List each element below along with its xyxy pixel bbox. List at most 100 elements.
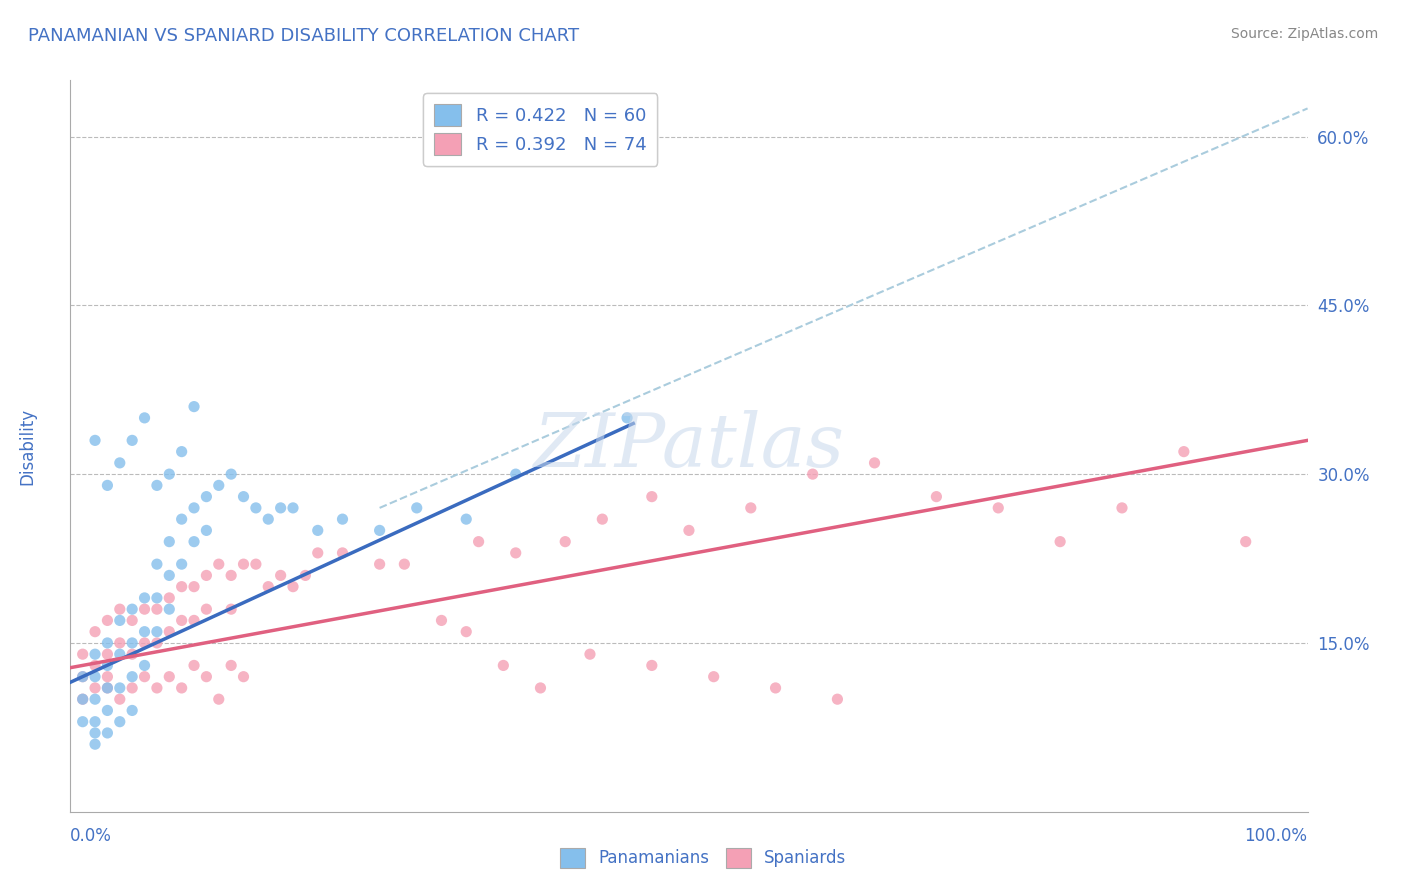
Point [121,681,143,695]
Point [740,500,762,515]
Point [270,568,292,582]
Point [108,456,131,470]
Point [641,490,664,504]
Point [765,681,787,695]
Point [1234,534,1257,549]
Point [146,636,169,650]
Point [96,670,118,684]
Point [430,614,453,628]
Point [270,500,292,515]
Point [108,692,131,706]
Point [96,636,118,650]
Point [84,714,107,729]
Point [96,681,118,695]
Point [72,647,94,661]
Point [72,692,94,706]
Text: 0.0%: 0.0% [70,827,112,845]
Point [72,692,94,706]
Point [257,580,280,594]
Point [157,602,180,616]
Point [121,647,143,661]
Point [591,512,613,526]
Text: Disability: Disability [18,408,37,484]
Point [394,557,416,571]
Point [84,670,107,684]
Point [456,624,478,639]
Legend: R = 0.422   N = 60, R = 0.392   N = 74: R = 0.422 N = 60, R = 0.392 N = 74 [423,93,658,166]
Point [84,681,107,695]
Point [208,557,231,571]
Point [96,726,118,740]
Point [157,534,180,549]
Point [108,602,131,616]
Point [84,737,107,751]
Point [801,467,824,482]
Point [219,467,242,482]
Point [281,500,304,515]
Point [157,467,180,482]
Point [72,670,94,684]
Point [170,580,193,594]
Point [121,636,143,650]
Point [84,434,107,448]
Text: Source: ZipAtlas.com: Source: ZipAtlas.com [1230,27,1378,41]
Point [456,512,478,526]
Point [96,647,118,661]
Point [332,512,354,526]
Point [96,478,118,492]
Point [108,681,131,695]
Point [157,568,180,582]
Point [84,692,107,706]
Point [108,714,131,729]
Point [505,467,527,482]
Point [195,490,218,504]
Point [554,534,576,549]
Point [84,658,107,673]
Point [134,636,156,650]
Point [121,434,143,448]
Point [146,591,169,605]
Point [987,500,1010,515]
Point [245,557,267,571]
Point [170,681,193,695]
Point [1049,534,1071,549]
Point [134,624,156,639]
Point [170,614,193,628]
Point [134,670,156,684]
Point [183,614,205,628]
Point [219,658,242,673]
Point [492,658,515,673]
Point [827,692,849,706]
Text: ZIPatlas: ZIPatlas [533,409,845,483]
Point [121,703,143,717]
Point [157,591,180,605]
Point [183,580,205,594]
Point [84,624,107,639]
Point [157,624,180,639]
Point [134,602,156,616]
Point [108,647,131,661]
Point [332,546,354,560]
Point [96,658,118,673]
Point [219,602,242,616]
Point [72,714,94,729]
Point [616,410,638,425]
Point [368,524,391,538]
Point [96,681,118,695]
Point [183,500,205,515]
Point [96,703,118,717]
Point [641,658,664,673]
Point [121,670,143,684]
Point [146,681,169,695]
Point [84,726,107,740]
Point [108,614,131,628]
Point [195,524,218,538]
Point [863,456,886,470]
Point [146,624,169,639]
Point [195,568,218,582]
Point [170,512,193,526]
Point [96,614,118,628]
Point [183,658,205,673]
Point [208,692,231,706]
Point [307,524,329,538]
